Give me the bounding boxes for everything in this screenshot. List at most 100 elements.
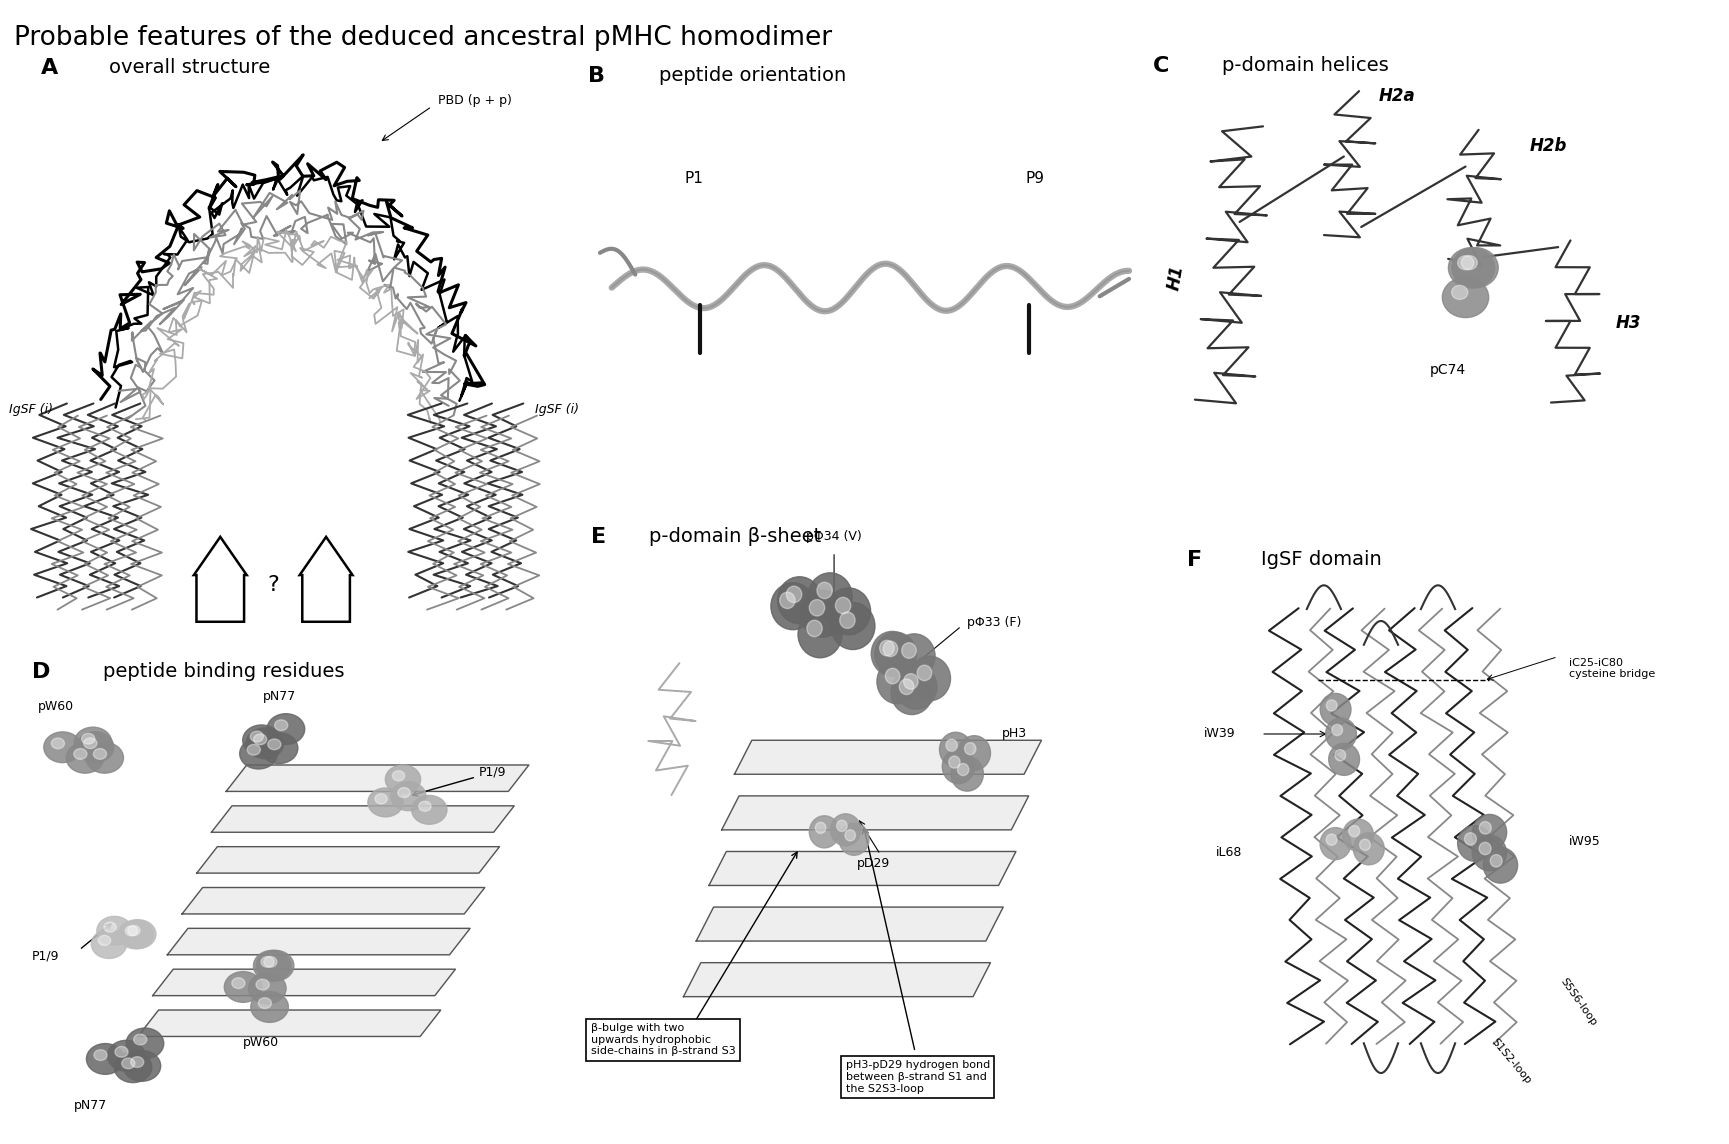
Circle shape bbox=[894, 634, 935, 678]
Circle shape bbox=[899, 680, 915, 694]
Circle shape bbox=[778, 577, 821, 623]
Circle shape bbox=[1461, 255, 1477, 270]
Circle shape bbox=[92, 930, 126, 959]
Circle shape bbox=[93, 748, 107, 760]
Circle shape bbox=[916, 665, 932, 681]
Circle shape bbox=[74, 728, 112, 758]
Circle shape bbox=[840, 612, 856, 628]
Polygon shape bbox=[697, 907, 1003, 942]
Circle shape bbox=[258, 998, 271, 1009]
Circle shape bbox=[780, 593, 795, 609]
Text: pW60: pW60 bbox=[38, 700, 74, 713]
Circle shape bbox=[1326, 700, 1337, 712]
Circle shape bbox=[418, 801, 431, 811]
Polygon shape bbox=[721, 796, 1029, 829]
Circle shape bbox=[254, 734, 266, 745]
Circle shape bbox=[1464, 833, 1477, 845]
Circle shape bbox=[266, 714, 304, 745]
Circle shape bbox=[1458, 826, 1492, 861]
Text: IgSF (i): IgSF (i) bbox=[534, 403, 579, 416]
Circle shape bbox=[1321, 693, 1350, 725]
Circle shape bbox=[261, 956, 275, 968]
Circle shape bbox=[1331, 724, 1342, 736]
Circle shape bbox=[275, 720, 287, 731]
Text: peptide orientation: peptide orientation bbox=[659, 66, 845, 85]
Circle shape bbox=[93, 1050, 107, 1060]
Polygon shape bbox=[683, 963, 991, 996]
Circle shape bbox=[386, 765, 420, 794]
Circle shape bbox=[845, 829, 856, 841]
Circle shape bbox=[242, 725, 280, 756]
Circle shape bbox=[66, 742, 104, 773]
Circle shape bbox=[896, 665, 937, 709]
Circle shape bbox=[1452, 247, 1499, 288]
Circle shape bbox=[104, 922, 116, 932]
Text: E: E bbox=[591, 527, 605, 547]
Text: pC74: pC74 bbox=[1430, 363, 1466, 376]
Polygon shape bbox=[226, 765, 529, 792]
Text: pW60: pW60 bbox=[244, 1036, 280, 1049]
Circle shape bbox=[123, 1050, 161, 1081]
Polygon shape bbox=[168, 929, 470, 955]
Polygon shape bbox=[138, 1010, 441, 1036]
Circle shape bbox=[939, 732, 972, 766]
Circle shape bbox=[884, 641, 897, 657]
Circle shape bbox=[1319, 827, 1350, 859]
Text: IgSF (i): IgSF (i) bbox=[9, 403, 52, 416]
Circle shape bbox=[1335, 749, 1345, 761]
Circle shape bbox=[799, 611, 842, 658]
Polygon shape bbox=[194, 537, 247, 622]
Text: A: A bbox=[41, 58, 59, 78]
Circle shape bbox=[1326, 834, 1337, 845]
Text: IgSF domain: IgSF domain bbox=[1260, 549, 1381, 569]
Circle shape bbox=[121, 920, 156, 948]
Circle shape bbox=[43, 732, 81, 763]
Circle shape bbox=[1328, 744, 1359, 776]
Text: P1: P1 bbox=[685, 172, 704, 186]
Circle shape bbox=[368, 788, 403, 817]
Circle shape bbox=[256, 979, 270, 990]
Circle shape bbox=[392, 771, 405, 781]
Polygon shape bbox=[709, 851, 1017, 885]
Circle shape bbox=[1490, 855, 1503, 867]
Polygon shape bbox=[735, 740, 1041, 774]
Text: overall structure: overall structure bbox=[109, 58, 270, 77]
Text: pN77: pN77 bbox=[263, 690, 296, 704]
Polygon shape bbox=[299, 537, 353, 622]
Circle shape bbox=[254, 951, 290, 982]
Circle shape bbox=[958, 763, 968, 776]
Circle shape bbox=[835, 597, 851, 613]
Circle shape bbox=[74, 748, 86, 760]
Circle shape bbox=[890, 670, 932, 715]
Circle shape bbox=[114, 1047, 128, 1057]
Circle shape bbox=[885, 668, 899, 684]
Text: pH3: pH3 bbox=[1003, 728, 1027, 740]
Text: iL68: iL68 bbox=[1215, 847, 1241, 859]
Circle shape bbox=[107, 1040, 145, 1071]
Circle shape bbox=[1471, 835, 1506, 871]
Circle shape bbox=[99, 936, 111, 945]
Circle shape bbox=[52, 738, 64, 749]
Circle shape bbox=[1343, 819, 1373, 851]
Text: H2a: H2a bbox=[1378, 87, 1416, 105]
Circle shape bbox=[807, 620, 823, 637]
Circle shape bbox=[903, 643, 916, 658]
Text: iW95: iW95 bbox=[1570, 835, 1601, 848]
Circle shape bbox=[114, 1051, 152, 1082]
Text: iW39: iW39 bbox=[1203, 728, 1236, 740]
Text: Probable features of the deduced ancestral pMHC homodimer: Probable features of the deduced ancestr… bbox=[14, 25, 832, 51]
Circle shape bbox=[1449, 247, 1496, 288]
Circle shape bbox=[771, 582, 814, 629]
Circle shape bbox=[909, 657, 951, 701]
Circle shape bbox=[949, 756, 960, 768]
Circle shape bbox=[265, 956, 277, 967]
Text: F: F bbox=[1186, 549, 1202, 570]
Circle shape bbox=[251, 731, 263, 741]
Circle shape bbox=[131, 1057, 144, 1067]
Circle shape bbox=[121, 1058, 135, 1068]
Circle shape bbox=[251, 992, 289, 1023]
Circle shape bbox=[261, 733, 297, 763]
Circle shape bbox=[958, 736, 991, 770]
Circle shape bbox=[1480, 821, 1490, 834]
Polygon shape bbox=[182, 888, 484, 914]
